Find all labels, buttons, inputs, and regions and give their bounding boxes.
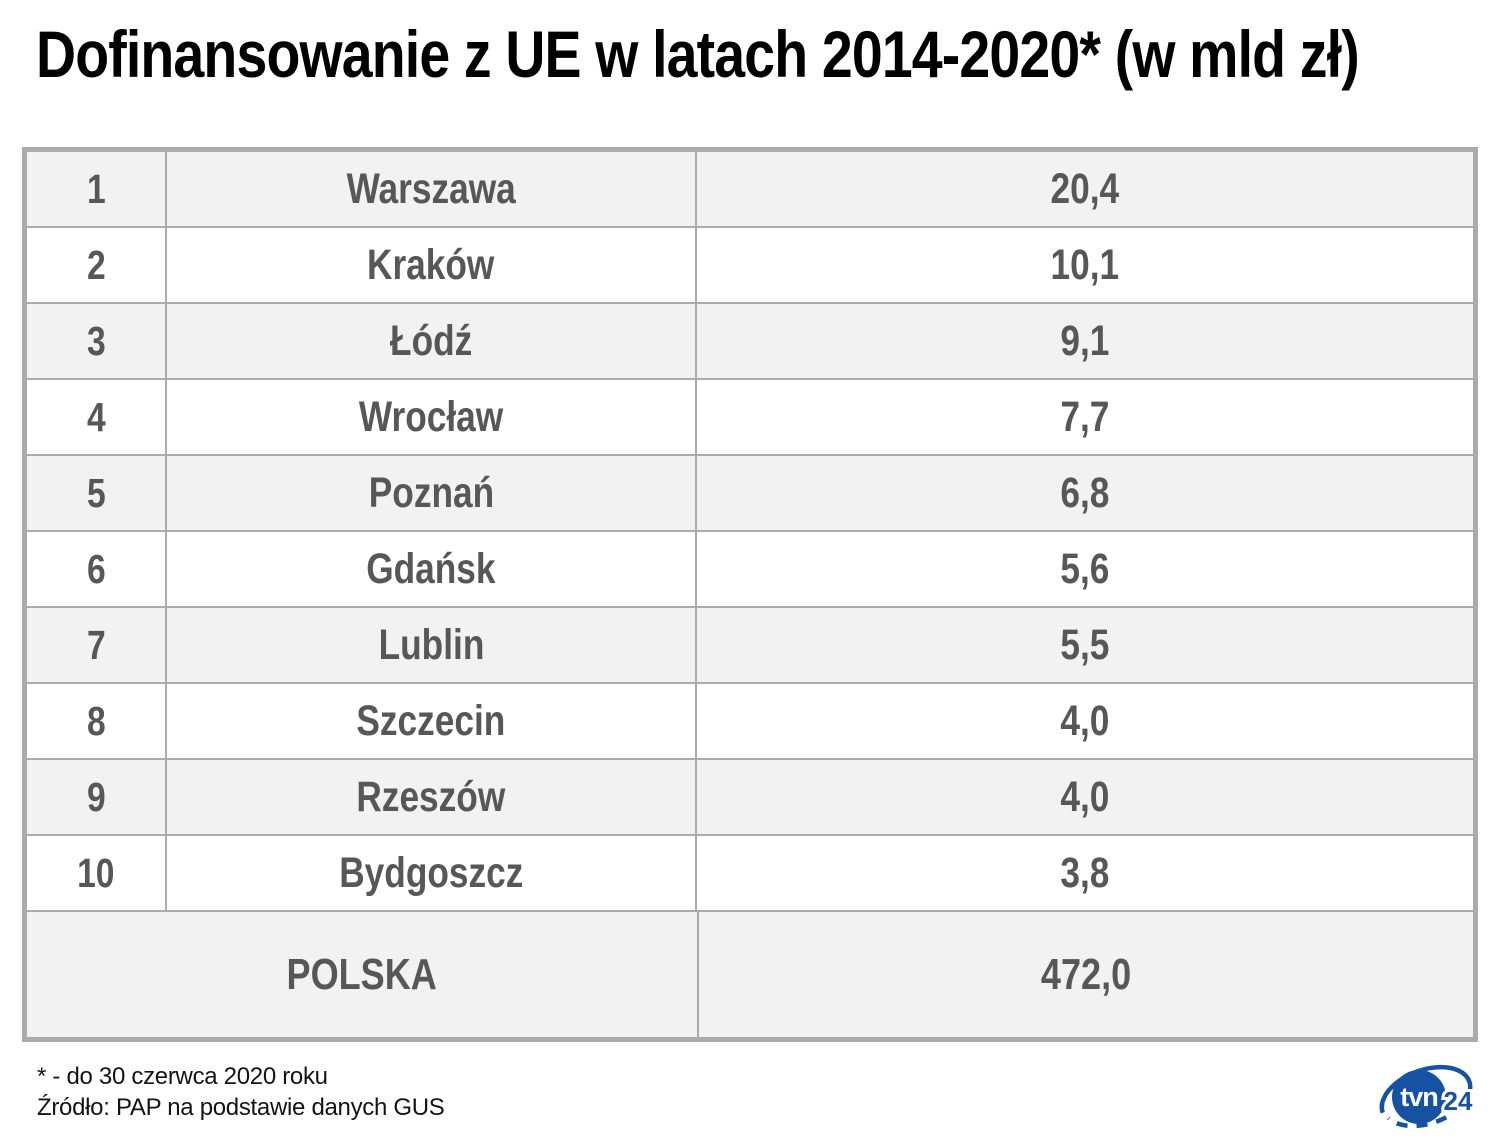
total-row: POLSKA 472,0 bbox=[27, 910, 1473, 1037]
rank-cell: 5 bbox=[27, 456, 167, 530]
footnote-asterisk: * - do 30 czerwca 2020 roku bbox=[37, 1063, 328, 1090]
orbit-dashed-arc bbox=[1386, 1115, 1448, 1129]
rank-cell: 3 bbox=[27, 304, 167, 378]
city-cell: Lublin bbox=[167, 608, 697, 682]
rank-cell: 6 bbox=[27, 532, 167, 606]
city-cell: Bydgoszcz bbox=[167, 836, 697, 910]
table-row: 1 Warszawa 20,4 bbox=[27, 152, 1473, 226]
logo-orbit-ring bbox=[1379, 1064, 1473, 1129]
city-cell: Kraków bbox=[167, 228, 697, 302]
rank-cell: 1 bbox=[27, 152, 167, 226]
footnote-source: Źródło: PAP na podstawie danych GUS bbox=[37, 1094, 445, 1121]
funding-table: 1 Warszawa 20,4 2 Kraków 10,1 3 Łódź 9,1… bbox=[22, 147, 1478, 1042]
city-cell: Gdańsk bbox=[167, 532, 697, 606]
city-cell: Warszawa bbox=[167, 152, 697, 226]
table-row: 2 Kraków 10,1 bbox=[27, 226, 1473, 302]
footnotes: * - do 30 czerwca 2020 roku Źródło: PAP … bbox=[37, 1061, 445, 1123]
value-cell: 9,1 bbox=[1060, 316, 1110, 365]
rank-cell: 2 bbox=[27, 228, 167, 302]
value-cell: 6,8 bbox=[1060, 468, 1110, 517]
city-cell: Szczecin bbox=[167, 684, 697, 758]
table-row: 10 Bydgoszcz 3,8 bbox=[27, 834, 1473, 910]
orbit-solid-arc bbox=[1379, 1064, 1473, 1114]
city-cell: Łódź bbox=[167, 304, 697, 378]
tvn24-logo: tvn 24 bbox=[1379, 1064, 1476, 1129]
rank-cell: 4 bbox=[27, 380, 167, 454]
value-cell: 10,1 bbox=[1050, 240, 1120, 289]
rank-cell: 7 bbox=[27, 608, 167, 682]
table-row: 3 Łódź 9,1 bbox=[27, 302, 1473, 378]
value-cell: 5,6 bbox=[1060, 544, 1110, 593]
total-value-cell: 472,0 bbox=[1040, 949, 1132, 999]
table-row: 8 Szczecin 4,0 bbox=[27, 682, 1473, 758]
table-row: 6 Gdańsk 5,6 bbox=[27, 530, 1473, 606]
table-row: 5 Poznań 6,8 bbox=[27, 454, 1473, 530]
value-cell: 4,0 bbox=[1060, 696, 1110, 745]
logo-24-text: 24 bbox=[1444, 1086, 1473, 1116]
page-title: Dofinansowanie z UE w latach 2014-2020* … bbox=[36, 17, 1360, 91]
value-cell: 4,0 bbox=[1060, 772, 1110, 821]
city-cell: Rzeszów bbox=[167, 760, 697, 834]
table-row: 4 Wrocław 7,7 bbox=[27, 378, 1473, 454]
value-cell: 5,5 bbox=[1060, 620, 1110, 669]
value-cell: 7,7 bbox=[1060, 392, 1110, 441]
logo-tvn-text: tvn bbox=[1400, 1082, 1438, 1112]
city-cell: Poznań bbox=[167, 456, 697, 530]
value-cell: 20,4 bbox=[1050, 164, 1120, 213]
rank-cell: 9 bbox=[27, 760, 167, 834]
rank-cell: 10 bbox=[27, 836, 167, 910]
logo-circle bbox=[1392, 1070, 1446, 1124]
table-row: 9 Rzeszów 4,0 bbox=[27, 758, 1473, 834]
rank-cell: 8 bbox=[27, 684, 167, 758]
table-row: 7 Lublin 5,5 bbox=[27, 606, 1473, 682]
city-cell: Wrocław bbox=[167, 380, 697, 454]
value-cell: 3,8 bbox=[1060, 848, 1110, 897]
total-label-cell: POLSKA bbox=[27, 912, 699, 1037]
